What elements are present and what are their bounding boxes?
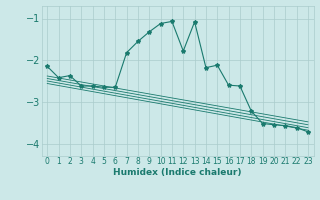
X-axis label: Humidex (Indice chaleur): Humidex (Indice chaleur) (113, 168, 242, 177)
